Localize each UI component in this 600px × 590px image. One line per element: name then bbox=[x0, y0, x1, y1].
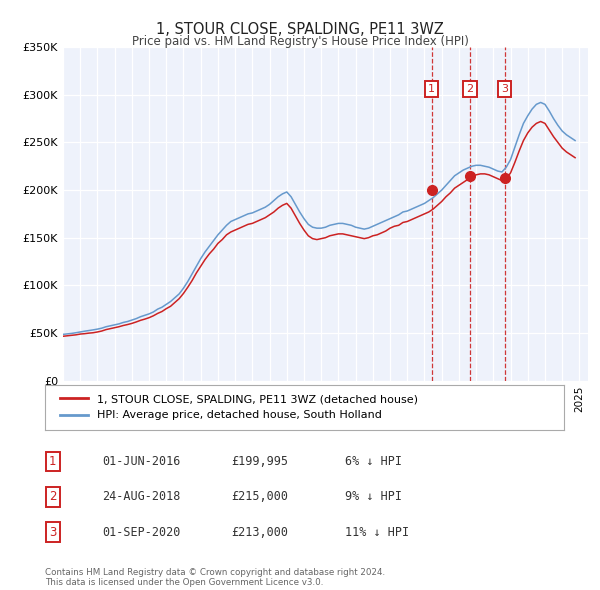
Text: 3: 3 bbox=[502, 84, 508, 94]
Text: Price paid vs. HM Land Registry's House Price Index (HPI): Price paid vs. HM Land Registry's House … bbox=[131, 35, 469, 48]
Text: £199,995: £199,995 bbox=[231, 455, 288, 468]
Text: £213,000: £213,000 bbox=[231, 526, 288, 539]
Text: 1: 1 bbox=[428, 84, 435, 94]
Text: Contains HM Land Registry data © Crown copyright and database right 2024.
This d: Contains HM Land Registry data © Crown c… bbox=[45, 568, 385, 587]
Text: 01-JUN-2016: 01-JUN-2016 bbox=[102, 455, 181, 468]
Legend: 1, STOUR CLOSE, SPALDING, PE11 3WZ (detached house), HPI: Average price, detache: 1, STOUR CLOSE, SPALDING, PE11 3WZ (deta… bbox=[56, 390, 422, 425]
Text: 6% ↓ HPI: 6% ↓ HPI bbox=[345, 455, 402, 468]
Text: 11% ↓ HPI: 11% ↓ HPI bbox=[345, 526, 409, 539]
Text: 2: 2 bbox=[467, 84, 473, 94]
Text: 01-SEP-2020: 01-SEP-2020 bbox=[102, 526, 181, 539]
Text: £215,000: £215,000 bbox=[231, 490, 288, 503]
Text: 24-AUG-2018: 24-AUG-2018 bbox=[102, 490, 181, 503]
Text: 9% ↓ HPI: 9% ↓ HPI bbox=[345, 490, 402, 503]
Text: 1: 1 bbox=[49, 455, 56, 468]
Text: 3: 3 bbox=[49, 526, 56, 539]
Text: 2: 2 bbox=[49, 490, 56, 503]
Text: 1, STOUR CLOSE, SPALDING, PE11 3WZ: 1, STOUR CLOSE, SPALDING, PE11 3WZ bbox=[156, 22, 444, 37]
